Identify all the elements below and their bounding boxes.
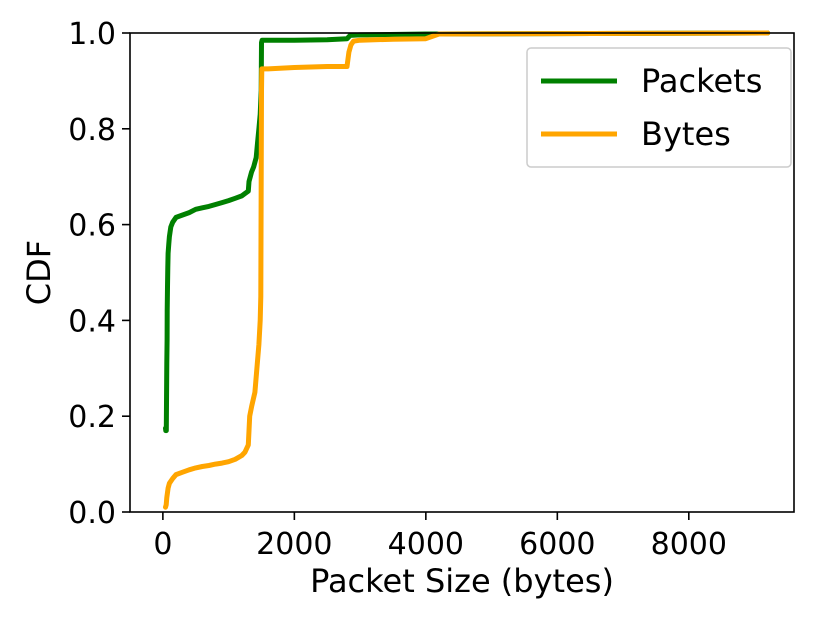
legend-label-bytes: Bytes: [641, 115, 731, 153]
legend: Packets Bytes: [526, 47, 792, 168]
y-axis-label: CDF: [20, 240, 58, 305]
y-tick-label: 0.4: [68, 304, 116, 339]
y-tick-label: 0.6: [68, 209, 116, 244]
y-tick-label: 0.2: [68, 400, 116, 435]
x-axis-label: Packet Size (bytes): [310, 562, 614, 600]
series-layer: [163, 30, 771, 510]
legend-label-packets: Packets: [641, 62, 762, 100]
plot-frame: [129, 32, 795, 513]
x-tick-label: 6000: [519, 527, 595, 562]
y-tick-label: 1.0: [68, 17, 116, 52]
x-axis: 0 2000 4000 6000 8000: [153, 512, 727, 562]
y-tick-label: 0.8: [68, 113, 116, 148]
x-tick-label: 8000: [651, 527, 727, 562]
x-tick-label: 0: [153, 527, 172, 562]
x-tick-label: 2000: [256, 527, 332, 562]
y-tick-label: 0.0: [68, 496, 116, 531]
series-line-bytes: [163, 30, 771, 510]
series-line-packets: [163, 30, 771, 434]
x-tick-label: 4000: [388, 527, 464, 562]
y-axis: 0.0 0.2 0.4 0.6 0.8 1.0: [68, 17, 130, 531]
legend-box: [526, 47, 792, 168]
